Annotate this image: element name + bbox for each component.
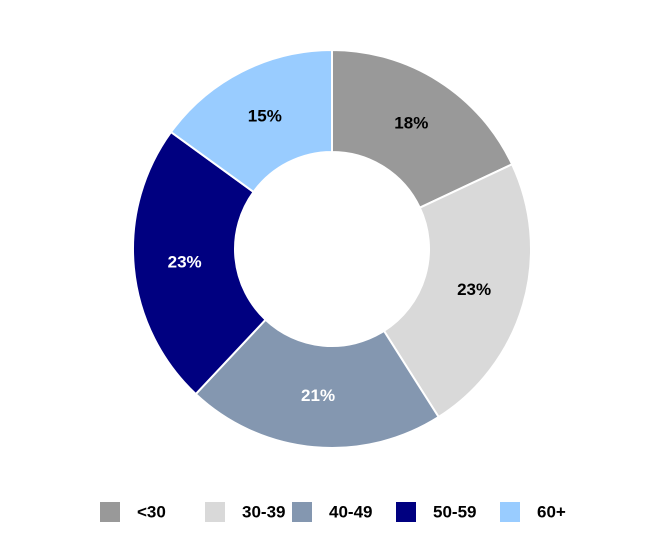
legend-label: 30-39	[242, 502, 285, 521]
data-label: 18%	[394, 114, 428, 133]
donut-slice	[132, 130, 268, 396]
legend-label: 40-49	[329, 502, 372, 521]
donut-slice	[331, 48, 514, 210]
legend-swatch	[292, 502, 312, 522]
legend-label: 60+	[537, 502, 566, 521]
data-label: 15%	[248, 107, 282, 126]
donut-slice	[194, 318, 441, 449]
data-label: 23%	[457, 280, 491, 299]
legend-swatch	[205, 502, 225, 522]
data-label: 23%	[168, 252, 202, 271]
donut-slice	[382, 162, 532, 419]
legend-swatch	[396, 502, 416, 522]
legend-label: <30	[137, 502, 166, 521]
legend-label: 50-59	[433, 502, 476, 521]
donut-slice	[169, 48, 333, 194]
legend-swatch	[500, 502, 520, 522]
data-label: 21%	[301, 386, 335, 405]
legend-swatch	[100, 502, 120, 522]
